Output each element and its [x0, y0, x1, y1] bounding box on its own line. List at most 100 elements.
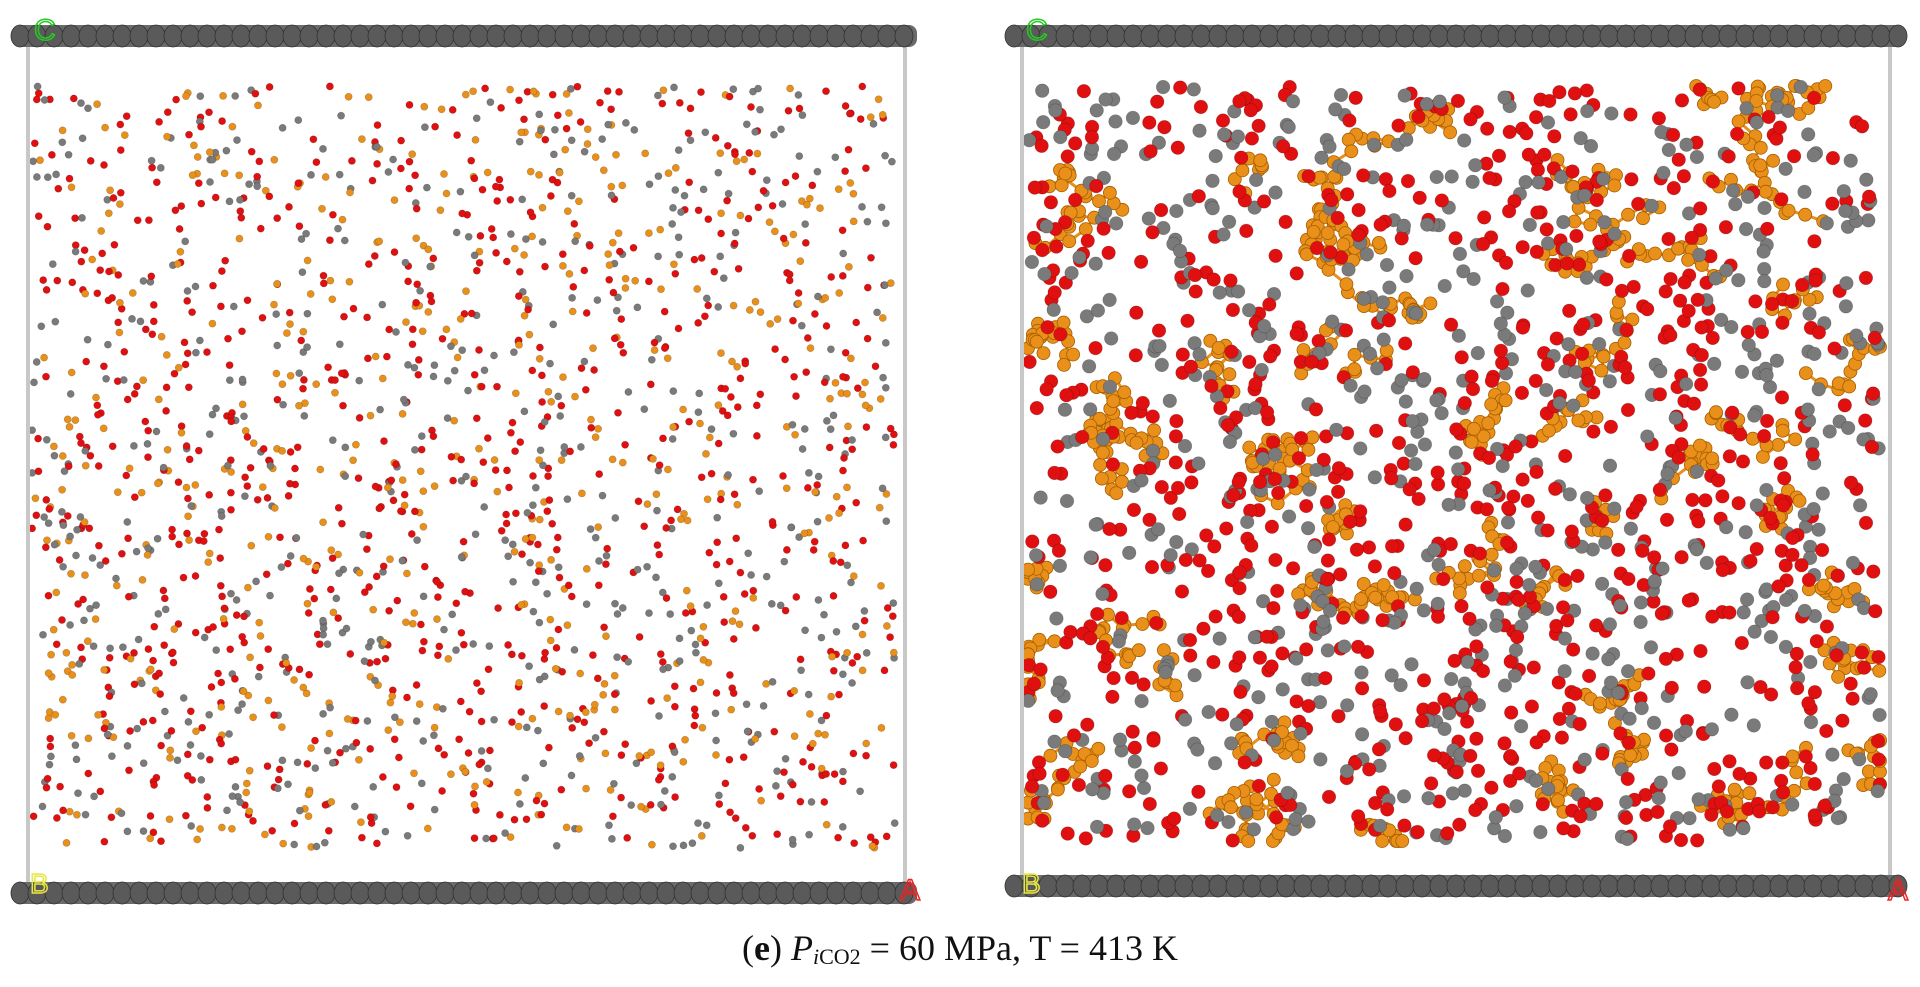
- atom: [1465, 174, 1480, 189]
- atom: [1136, 677, 1151, 692]
- atom: [188, 171, 197, 180]
- atom: [1671, 152, 1686, 167]
- atom: [1242, 303, 1257, 318]
- wall-atom: [299, 24, 319, 48]
- atom: [412, 234, 421, 243]
- atom: [174, 363, 183, 372]
- figure-caption: (e) PiCO2 = 60 MPa, T = 413 K: [0, 918, 1920, 978]
- atom: [438, 334, 447, 343]
- atom: [1564, 524, 1579, 539]
- wall-atom: [1616, 24, 1636, 48]
- atom: [881, 151, 889, 160]
- atom: [713, 513, 722, 522]
- atom: [240, 492, 249, 501]
- atom: [1552, 395, 1567, 411]
- atom: [327, 798, 336, 806]
- atom: [543, 507, 552, 516]
- atom: [1421, 791, 1436, 806]
- atom: [192, 727, 200, 736]
- atom: [569, 282, 578, 291]
- atom: [1080, 717, 1095, 732]
- atom: [878, 484, 887, 493]
- atom: [839, 767, 847, 776]
- atom: [461, 767, 470, 776]
- atom: [1611, 685, 1626, 701]
- atom: [235, 234, 244, 243]
- atom: [1301, 814, 1316, 829]
- atom: [1457, 783, 1472, 798]
- atom: [702, 449, 710, 458]
- atom: [38, 802, 47, 811]
- atom: [149, 317, 158, 326]
- atom: [1678, 376, 1694, 392]
- atom: [648, 840, 656, 849]
- atom: [1302, 482, 1317, 497]
- atom: [1801, 572, 1817, 588]
- wall-atom: [1803, 24, 1823, 48]
- wall-atom: [520, 881, 540, 905]
- atom: [828, 652, 836, 661]
- atom: [1477, 210, 1492, 225]
- atom: [1106, 146, 1122, 162]
- atom: [275, 765, 284, 774]
- atom: [396, 507, 405, 515]
- atom: [1852, 752, 1867, 767]
- atom: [476, 231, 485, 240]
- atom: [1048, 103, 1063, 118]
- atom: [1210, 808, 1225, 823]
- atom: [1244, 131, 1259, 146]
- atom: [829, 592, 838, 600]
- atom: [254, 101, 262, 110]
- wall-atom: [1412, 24, 1432, 48]
- wall-atom: [554, 24, 574, 48]
- atom: [232, 596, 241, 604]
- polymer-bead: [1325, 520, 1340, 534]
- atom: [119, 643, 127, 652]
- atom: [1503, 773, 1518, 789]
- polymer-bead: [1376, 578, 1391, 592]
- atom: [1732, 766, 1747, 782]
- walls-layer: [1004, 24, 1908, 898]
- atom: [1624, 172, 1639, 187]
- atom: [521, 774, 530, 782]
- atom: [245, 766, 254, 775]
- atom: [798, 197, 806, 205]
- atom: [58, 452, 67, 460]
- atom: [290, 840, 299, 849]
- atom: [1551, 675, 1566, 690]
- atom: [1427, 542, 1442, 557]
- atom: [1528, 110, 1544, 125]
- atom: [603, 87, 612, 95]
- atom: [882, 490, 891, 498]
- atom: [1301, 698, 1316, 714]
- wall-atom: [588, 881, 608, 905]
- atom: [720, 618, 729, 626]
- atom: [649, 454, 657, 463]
- atom: [400, 490, 409, 499]
- atom: [675, 99, 684, 107]
- atom: [264, 532, 273, 541]
- atom: [1689, 542, 1704, 557]
- atom: [583, 125, 592, 134]
- atom: [715, 791, 723, 800]
- atom: [1557, 572, 1573, 588]
- atom: [663, 354, 672, 363]
- atom: [1337, 639, 1352, 654]
- atom: [1472, 546, 1488, 561]
- atom: [621, 740, 630, 749]
- atom: [610, 334, 619, 343]
- wall-atom: [1191, 874, 1211, 898]
- wall-atom: [1820, 874, 1840, 898]
- polymer-bead: [1092, 411, 1107, 426]
- atom: [602, 632, 610, 641]
- wall-atom: [1752, 874, 1772, 898]
- atom: [573, 715, 582, 724]
- atom: [1102, 521, 1117, 537]
- atom: [555, 573, 564, 582]
- atom: [1254, 362, 1269, 378]
- atom: [535, 170, 543, 179]
- atom: [483, 434, 492, 442]
- atom: [1445, 786, 1461, 801]
- atom: [552, 545, 561, 554]
- atom: [604, 250, 613, 258]
